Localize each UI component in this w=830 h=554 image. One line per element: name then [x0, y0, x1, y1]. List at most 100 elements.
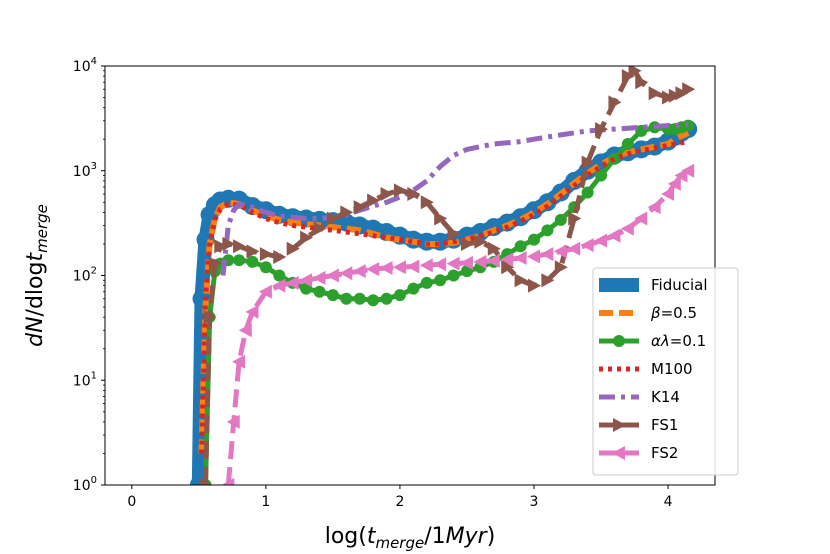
series-M100	[199, 139, 689, 454]
data-point-FS1	[635, 75, 649, 90]
series-beta	[198, 130, 690, 454]
data-point-FS1	[199, 478, 213, 485]
y-tick-label: 104	[73, 56, 97, 75]
data-point-FS1	[581, 155, 595, 170]
data-point-FS1	[514, 273, 528, 288]
data-point-FS1	[214, 239, 228, 254]
legend-item-FS2: FS2	[599, 444, 678, 462]
data-point-FS2	[325, 268, 339, 283]
data-point-FS2	[580, 238, 594, 253]
legend-label: K14	[651, 388, 680, 406]
data-point-FS2	[500, 252, 514, 267]
data-point-FS1	[568, 211, 582, 226]
legend-item-M100: M100	[599, 360, 693, 378]
legend-marker	[613, 418, 626, 432]
data-point-FS1	[380, 186, 394, 201]
data-point-alphalambda	[554, 213, 567, 226]
data-point-FS2	[379, 260, 393, 275]
data-point-FS1	[313, 221, 327, 236]
x-tick-label: 3	[530, 494, 539, 510]
legend-label: FS1	[651, 416, 678, 434]
data-point-FS1	[662, 90, 676, 105]
data-point-FS1	[621, 69, 635, 84]
data-point-alphalambda	[259, 261, 272, 274]
data-point-FS2	[232, 354, 246, 369]
data-point-alphalambda	[326, 289, 339, 302]
y-tick-label: 101	[73, 370, 97, 389]
x-tick-label: 2	[395, 494, 404, 510]
data-point-alphalambda	[447, 269, 460, 282]
data-point-FS2	[513, 250, 527, 265]
data-point-alphalambda	[420, 276, 433, 289]
series-line-M100	[199, 139, 689, 454]
data-point-FS1	[286, 241, 300, 256]
legend-label: M100	[651, 360, 693, 378]
x-axis-label: log(tmerge/1Myr)	[325, 524, 496, 552]
legend-item-beta: β=0.5	[599, 304, 697, 322]
data-point-FS1	[246, 244, 260, 259]
data-point-FS1	[222, 236, 236, 251]
data-point-FS2	[647, 200, 661, 215]
series-layer	[189, 66, 698, 485]
legend-label: β=0.5	[650, 304, 697, 322]
data-point-FS2	[366, 262, 380, 277]
series-FS1	[199, 66, 696, 485]
legend-item-FS1: FS1	[599, 416, 678, 434]
data-point-FS1	[353, 200, 367, 215]
data-point-alphalambda	[340, 292, 353, 305]
data-point-FS1	[554, 260, 568, 275]
data-point-alphalambda	[595, 169, 608, 182]
data-point-FS2	[339, 266, 353, 281]
data-point-FS2	[540, 247, 554, 262]
y-tick-label: 103	[73, 161, 97, 180]
data-point-alphalambda	[514, 240, 527, 253]
data-point-FS1	[393, 183, 407, 198]
legend-item-Fiducial: Fiducial	[599, 276, 708, 294]
data-point-FS2	[473, 254, 487, 269]
data-point-FS2	[634, 211, 648, 226]
data-point-alphalambda	[541, 224, 554, 237]
data-point-FS1	[675, 86, 689, 101]
data-point-FS1	[340, 205, 354, 220]
data-point-FS2	[620, 221, 634, 236]
data-point-FS1	[407, 186, 421, 201]
data-point-alphalambda	[434, 274, 447, 287]
data-point-alphalambda	[353, 292, 366, 305]
legend: Fiducial β=0.5 αλ=0.1 M100 K14 FS1 FS2	[592, 267, 739, 476]
data-point-FS1	[420, 195, 434, 210]
series-line-FS1	[203, 68, 690, 485]
y-axis-label: dN/dlogtmerge	[23, 204, 51, 347]
series-line-K14	[220, 121, 689, 276]
data-point-FS2	[486, 253, 500, 268]
data-point-alphalambda	[621, 138, 634, 151]
data-point-alphalambda	[581, 186, 594, 199]
legend-label: αλ=0.1	[651, 332, 706, 350]
data-point-FS1	[608, 95, 622, 110]
legend-label: FS2	[651, 444, 678, 462]
data-point-FS1	[367, 193, 381, 208]
data-point-alphalambda	[246, 255, 259, 268]
y-tick-label: 102	[73, 266, 97, 285]
data-point-FS1	[208, 256, 222, 271]
data-point-FS1	[628, 66, 642, 78]
data-point-FS2	[433, 257, 447, 272]
data-point-alphalambda	[528, 233, 541, 246]
series-line-beta	[198, 130, 690, 454]
data-point-FS2	[285, 275, 299, 290]
data-point-FS1	[487, 241, 501, 256]
data-point-FS2	[312, 270, 326, 285]
data-point-FS1	[501, 260, 515, 275]
data-point-FS2	[258, 284, 272, 299]
data-point-FS2	[406, 259, 420, 274]
data-point-alphalambda	[233, 254, 246, 267]
data-point-alphalambda	[273, 269, 286, 282]
axes-layer: 0 1 2 3 4 100 101 102 103 104 log(tmerge/1Myr) dN/d…	[23, 56, 673, 552]
data-point-FS2	[238, 323, 252, 338]
data-point-FS1	[300, 230, 314, 245]
data-point-FS1	[447, 226, 461, 241]
data-point-FS2	[221, 478, 235, 485]
data-point-alphalambda	[407, 282, 420, 295]
data-point-FS1	[668, 88, 682, 103]
data-point-FS2	[661, 186, 675, 201]
